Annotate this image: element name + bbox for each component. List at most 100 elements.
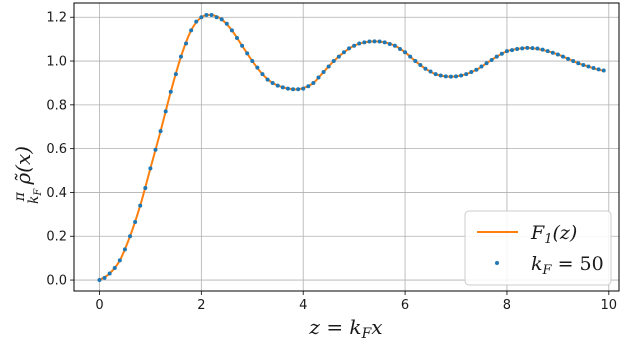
data-point [178,54,183,59]
data-point [550,50,555,55]
data-point [387,41,392,46]
data-point [433,72,438,77]
x-tick-label: 0 [95,298,103,313]
data-point [214,15,219,20]
svg-text:πkFρ̃(x): πkFρ̃(x) [11,146,44,204]
data-point [484,61,489,66]
data-point [474,67,479,72]
data-point [138,203,143,208]
data-point [520,46,525,51]
x-tick-label: 6 [401,298,409,313]
data-point [367,39,372,44]
data-point [555,52,560,57]
data-point [494,54,499,59]
data-point [408,54,413,59]
data-point [341,50,346,55]
data-point [372,39,377,44]
data-point [392,43,397,48]
data-point [413,59,418,64]
data-point [143,186,148,191]
x-tick-label: 4 [299,298,307,313]
data-point [306,84,311,89]
data-point [321,69,326,74]
data-point [438,73,443,78]
data-point [301,86,306,91]
data-point [331,59,336,64]
data-point [525,45,530,50]
data-point [219,17,224,22]
data-point [515,46,520,51]
y-tick-label: 1.0 [46,55,67,70]
data-point [204,13,209,18]
data-point [265,77,270,82]
data-point [275,83,280,88]
data-point [117,258,122,263]
data-point [499,51,504,56]
data-point [270,80,275,85]
data-point [397,46,402,51]
legend-label-f1: F1(z) [530,222,577,247]
legend-label-kf: kF = 50 [531,253,604,278]
data-point [128,234,133,239]
data-point [163,109,168,114]
data-point [530,46,535,51]
data-point [336,54,341,59]
data-point [148,166,153,171]
data-point [459,73,464,78]
data-point [479,64,484,69]
data-point [229,28,234,33]
y-tick-label: 1.2 [46,11,67,26]
data-point [382,40,387,45]
data-point [347,46,352,51]
data-point [454,74,459,79]
data-point [464,72,469,77]
data-point [357,41,362,46]
data-point [576,61,581,66]
data-point [423,66,428,71]
data-point [377,39,382,44]
data-point [566,56,571,61]
y-tick-label: 0.0 [46,274,67,289]
data-point [245,51,250,56]
y-tick-label: 0.2 [46,230,67,245]
data-point [540,47,545,52]
data-point [133,220,138,225]
data-point [601,68,606,73]
data-point [240,43,245,48]
data-point [153,147,158,152]
data-point [102,275,107,280]
data-point [234,36,239,41]
y-axis-label: πkFρ̃(x) [11,146,44,204]
data-point [173,72,178,77]
data-point [194,19,199,24]
y-tick-label: 0.4 [46,186,67,201]
data-point [469,69,474,74]
data-point [418,62,423,67]
data-point [428,69,433,74]
data-point [596,67,601,72]
data-point [362,40,367,45]
data-point [403,50,408,55]
data-point [97,278,102,283]
data-point [250,59,255,64]
y-tick-label: 0.6 [46,142,67,157]
x-tick-label: 8 [503,298,511,313]
data-point [489,57,494,62]
data-point [209,13,214,18]
data-point [586,64,591,69]
x-axis-label: z = kFx [308,315,382,341]
x-tick-label: 10 [601,298,618,313]
data-point [448,74,453,79]
data-point [255,65,260,70]
y-tick-label: 0.8 [46,98,67,113]
legend: F1(z) kF = 50 [464,210,612,286]
data-point [443,74,448,79]
data-point [326,64,331,69]
axes-frame [73,2,620,292]
data-point [260,72,265,77]
data-point [112,266,117,270]
data-point [296,87,301,92]
data-point [316,75,321,80]
data-point [199,15,204,20]
